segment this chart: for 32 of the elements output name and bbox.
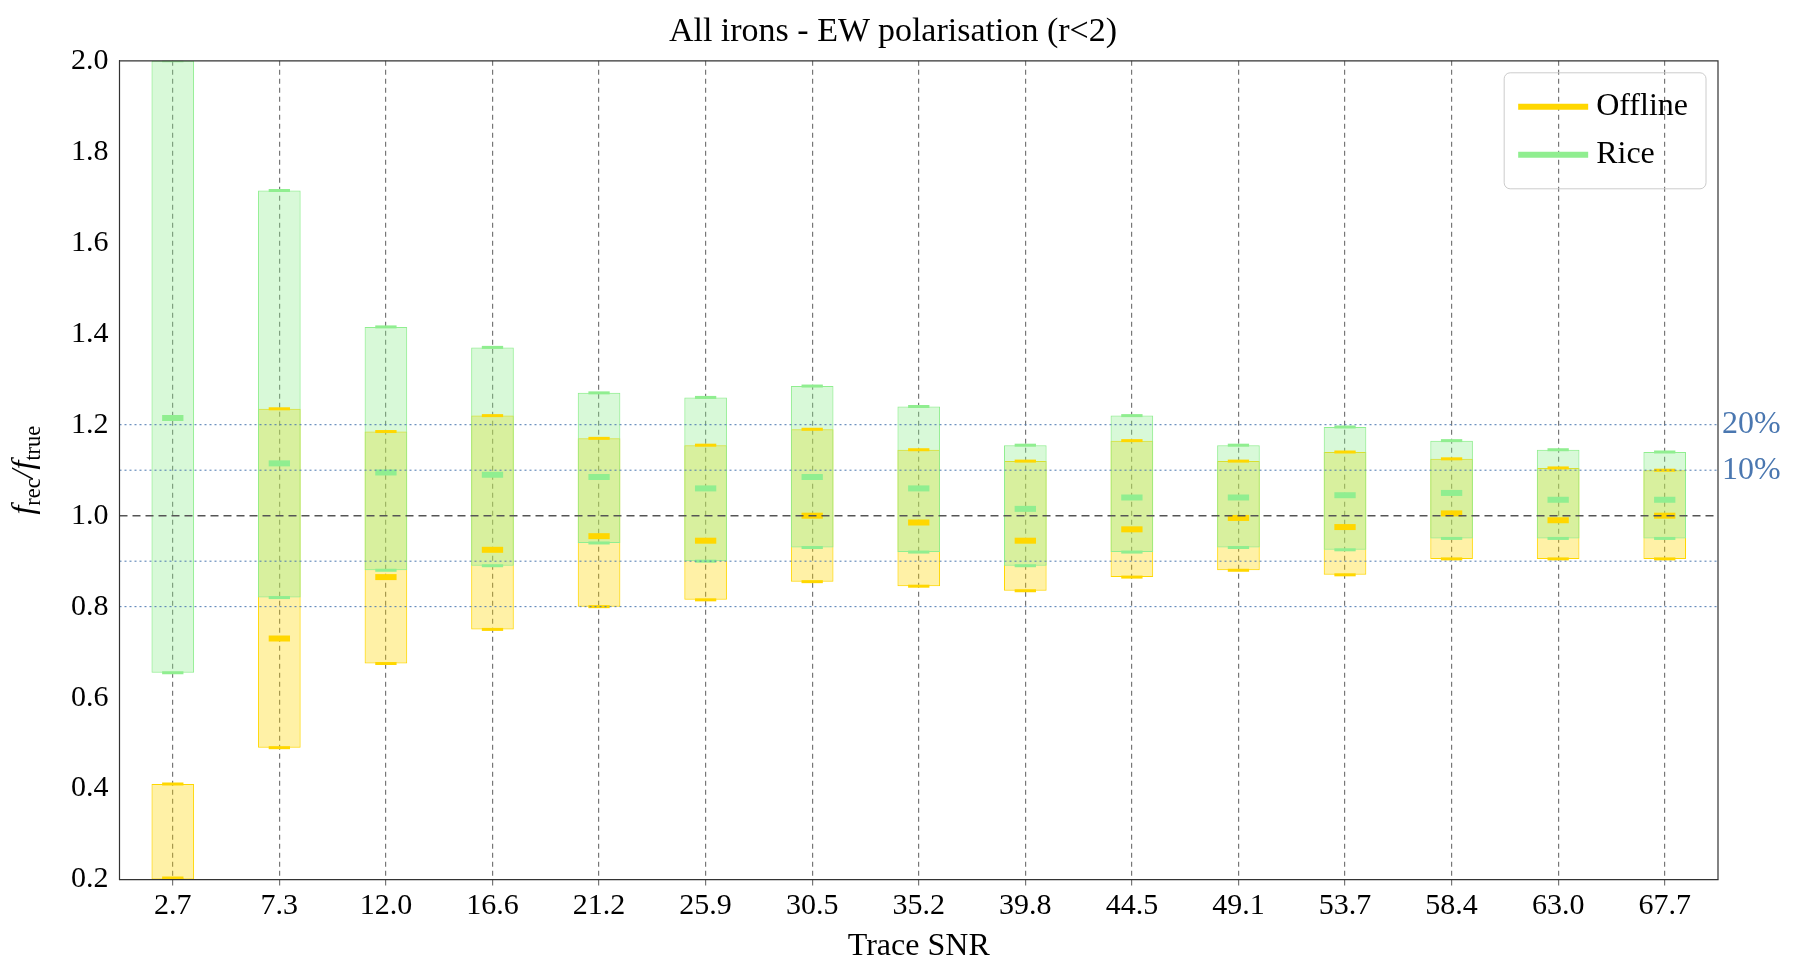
text: 20%	[1722, 404, 1781, 441]
y-tick-label: 1.6	[71, 223, 109, 257]
text: 10%	[1722, 449, 1781, 486]
x-tick-label: 30.5	[785, 887, 839, 921]
x-tick-label: 67.7	[1638, 887, 1691, 921]
y-tick-label: 1.4	[71, 314, 109, 348]
y-axis-title: frec/ftrue	[3, 425, 45, 515]
x-tick-label: 35.2	[892, 887, 945, 921]
x-tick-label: 25.9	[679, 887, 732, 921]
x-tick-label: 7.3	[260, 887, 299, 921]
y-tick-label: 1.0	[71, 496, 109, 530]
x-tick-label: 49.1	[1212, 887, 1265, 921]
x-tick-label: 53.7	[1318, 887, 1372, 921]
y-tick-label: 2.0	[71, 41, 109, 75]
x-tick-label: 12.0	[359, 887, 413, 921]
x-tick-label: 39.8	[999, 887, 1052, 921]
y-tick-label: 0.4	[71, 769, 109, 803]
x-tick-label: 63.0	[1531, 887, 1585, 921]
chart-title: All irons - EW polarisation (r<2)	[668, 11, 1118, 50]
x-tick-label: 16.6	[466, 887, 519, 921]
legend-label: Rice	[1596, 134, 1655, 171]
y-tick-label: 0.8	[71, 587, 109, 621]
x-tick-label: 21.2	[572, 887, 626, 921]
y-tick-label: 1.8	[71, 132, 109, 166]
y-tick-label: 1.2	[71, 405, 109, 439]
y-tick-label: 0.2	[71, 860, 109, 894]
x-tick-label: 44.5	[1105, 887, 1159, 921]
x-tick-label: 58.4	[1425, 887, 1478, 921]
legend-label: Offline	[1596, 86, 1688, 123]
y-tick-label: 0.6	[71, 678, 109, 712]
x-tick-label: 2.7	[154, 887, 192, 921]
x-axis-title: Trace SNR	[847, 926, 991, 963]
